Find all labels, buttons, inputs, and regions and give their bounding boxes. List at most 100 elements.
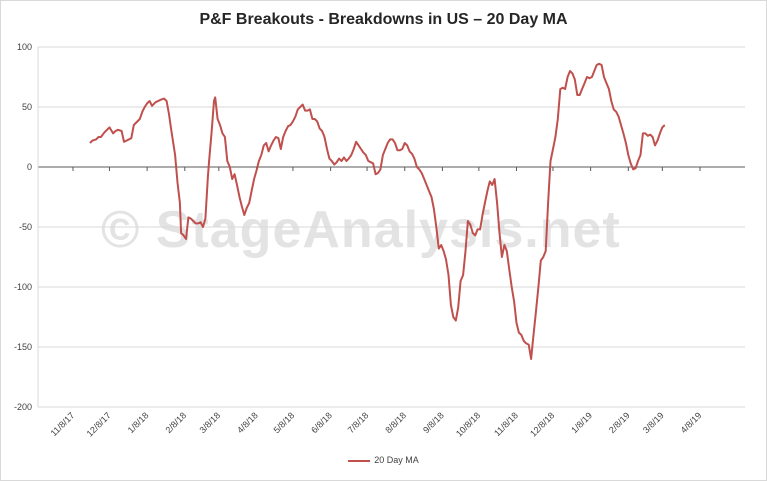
data-point xyxy=(188,217,189,218)
data-point xyxy=(207,176,208,177)
data-point xyxy=(358,145,359,146)
data-point xyxy=(613,109,614,110)
data-point xyxy=(202,226,203,227)
data-point xyxy=(271,145,272,146)
data-point xyxy=(261,154,262,155)
legend: 20 Day MA xyxy=(0,455,767,465)
data-point xyxy=(166,100,167,101)
data-point xyxy=(599,63,600,64)
data-point xyxy=(465,250,466,251)
data-point xyxy=(336,162,337,163)
data-point xyxy=(458,307,459,308)
data-point xyxy=(506,250,507,251)
data-point xyxy=(589,78,590,79)
data-point xyxy=(475,235,476,236)
data-point xyxy=(409,151,410,152)
data-point xyxy=(647,135,648,136)
data-point xyxy=(608,88,609,89)
data-point xyxy=(511,286,512,287)
data-point xyxy=(543,256,544,257)
data-point xyxy=(380,169,381,170)
legend-label: 20 Day MA xyxy=(374,455,419,465)
data-point xyxy=(467,220,468,221)
data-point xyxy=(295,116,296,117)
data-point xyxy=(356,141,357,142)
data-point xyxy=(657,140,658,141)
data-point xyxy=(477,229,478,230)
data-point xyxy=(424,178,425,179)
data-point xyxy=(106,129,107,130)
data-point xyxy=(151,105,152,106)
data-point xyxy=(662,127,663,128)
data-point xyxy=(249,202,250,203)
data-point xyxy=(290,124,291,125)
data-point xyxy=(402,148,403,149)
data-point xyxy=(572,73,573,74)
data-point xyxy=(509,268,510,269)
data-point xyxy=(168,114,169,115)
x-tick-label: 2/8/18 xyxy=(163,410,188,435)
y-tick-label: -100 xyxy=(14,282,32,292)
data-point xyxy=(436,226,437,227)
data-point xyxy=(387,142,388,143)
x-tick-label: 2/8/19 xyxy=(607,410,632,435)
data-point xyxy=(147,103,148,104)
x-tick-label: 3/8/18 xyxy=(197,410,222,435)
data-point xyxy=(603,76,604,77)
series-lines xyxy=(89,62,666,360)
data-point xyxy=(450,304,451,305)
data-point xyxy=(438,248,439,249)
data-point xyxy=(331,160,332,161)
data-point xyxy=(89,142,90,143)
data-point xyxy=(637,160,638,161)
data-point xyxy=(433,208,434,209)
data-point xyxy=(244,214,245,215)
data-point xyxy=(309,109,310,110)
data-point xyxy=(463,274,464,275)
data-point xyxy=(239,196,240,197)
data-point xyxy=(560,88,561,89)
x-tick-label: 11/8/17 xyxy=(49,410,77,438)
data-point xyxy=(497,202,498,203)
data-point xyxy=(373,163,374,164)
data-point xyxy=(548,202,549,203)
data-point xyxy=(224,136,225,137)
data-point xyxy=(175,154,176,155)
data-point xyxy=(411,153,412,154)
data-point xyxy=(268,151,269,152)
data-point xyxy=(489,181,490,182)
data-point xyxy=(397,150,398,151)
data-point xyxy=(499,232,500,233)
data-point xyxy=(582,88,583,89)
data-point xyxy=(540,260,541,261)
data-point xyxy=(305,110,306,111)
data-point xyxy=(185,238,186,239)
data-point xyxy=(535,310,536,311)
data-point xyxy=(139,118,140,119)
data-point xyxy=(351,154,352,155)
data-point xyxy=(616,111,617,112)
data-point xyxy=(254,178,255,179)
data-point xyxy=(382,154,383,155)
legend-swatch xyxy=(348,459,371,462)
data-point xyxy=(480,229,481,230)
data-point xyxy=(300,106,301,107)
data-point xyxy=(353,148,354,149)
series-line-20-day-ma xyxy=(89,62,666,360)
data-point xyxy=(455,320,456,321)
data-point xyxy=(567,76,568,77)
y-tick-label: 100 xyxy=(17,42,32,52)
data-point xyxy=(341,160,342,161)
data-point xyxy=(98,136,99,137)
data-point xyxy=(635,168,636,169)
x-tick-labels: 11/8/17 12/8/17 1/8/18 2/8/18 3/8/18 4/8/18 5/… xyxy=(49,410,704,438)
x-tick-label: 3/8/19 xyxy=(641,410,666,435)
data-point xyxy=(370,162,371,163)
data-point xyxy=(365,154,366,155)
data-point xyxy=(149,100,150,101)
x-tick-label: 6/8/18 xyxy=(309,410,334,435)
data-point xyxy=(404,142,405,143)
data-point xyxy=(487,190,488,191)
data-point xyxy=(562,87,563,88)
